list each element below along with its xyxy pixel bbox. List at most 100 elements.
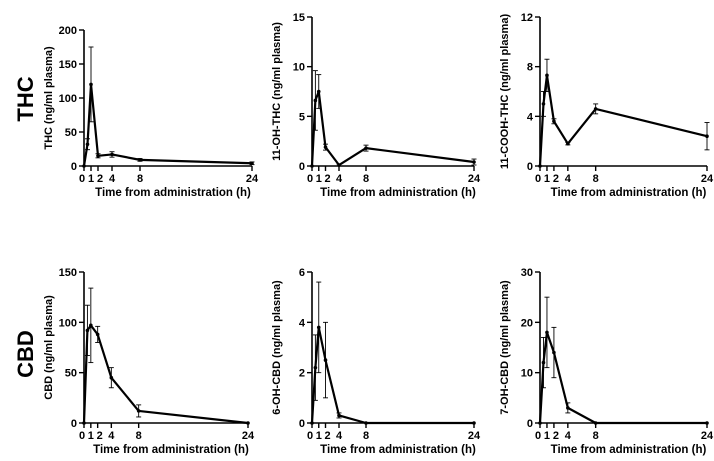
x-tick-label: 0 (307, 173, 313, 185)
data-point (85, 328, 90, 333)
y-tick-label: 4 (299, 317, 306, 329)
data-point (323, 145, 328, 149)
data-point (337, 413, 341, 418)
y-tick-label: 6 (299, 267, 305, 279)
data-point (364, 146, 368, 150)
data-point (538, 421, 542, 425)
data-point (96, 154, 100, 158)
x-tick-label: 1 (316, 430, 322, 442)
data-point (82, 421, 86, 425)
x-axis-label: Time from administration (h) (93, 444, 249, 456)
y-tick-label: 4 (527, 111, 534, 123)
data-point (593, 107, 598, 111)
x-tick-label: 2 (97, 173, 103, 185)
data-point (138, 158, 142, 162)
y-tick-label: 0 (71, 418, 77, 430)
y-tick-label: 50 (65, 368, 77, 380)
data-point (110, 152, 114, 157)
x-tick-label: 24 (468, 173, 481, 185)
x-axis-label: Time from administration (h) (320, 187, 476, 199)
x-tick-label: 0 (79, 430, 85, 442)
y-axis-label: THC (ng/ml plasma) (43, 46, 55, 150)
x-axis-label: Time from administration (h) (551, 444, 707, 456)
y-tick-label: 200 (59, 25, 77, 37)
x-tick-label: 24 (701, 430, 714, 442)
data-point (566, 141, 570, 146)
y-tick-label: 20 (521, 317, 533, 329)
data-point (313, 98, 318, 103)
x-tick-label: 0 (307, 430, 313, 442)
y-tick-label: 2 (299, 368, 305, 380)
data-point (246, 421, 250, 425)
x-tick-label: 1 (88, 173, 94, 185)
y-tick-label: 10 (521, 368, 533, 380)
data-point (552, 119, 556, 124)
data-point (472, 160, 476, 164)
row-label-cbd: CBD (13, 330, 38, 378)
data-point (566, 406, 570, 410)
y-axis-label: 7-OH-CBD (ng/ml plasma) (499, 280, 511, 415)
x-tick-label: 2 (97, 430, 103, 442)
x-tick-label: 8 (363, 173, 369, 185)
row-label-thc: THC (13, 76, 38, 122)
data-point (323, 358, 328, 362)
x-tick-label: 8 (137, 173, 143, 185)
x-tick-label: 1 (316, 173, 322, 185)
data-point (310, 421, 314, 425)
x-tick-label: 4 (336, 173, 343, 185)
y-tick-label: 30 (521, 267, 533, 279)
x-tick-label: 2 (553, 173, 559, 185)
x-axis-label: Time from administration (h) (320, 444, 476, 456)
series-line-THC (82, 83, 253, 167)
data-point (316, 325, 321, 330)
x-tick-label: 4 (565, 430, 572, 442)
x-tick-label: 1 (544, 430, 550, 442)
x-tick-label: 2 (553, 430, 559, 442)
y-tick-label: 0 (71, 161, 77, 173)
x-tick-label: 8 (593, 430, 599, 442)
series-line-CBD (82, 324, 249, 425)
data-point (250, 161, 254, 166)
series-line-7-OH-CBD (538, 331, 707, 425)
y-tick-label: 100 (59, 93, 77, 105)
x-tick-label: 2 (324, 430, 330, 442)
data-point (545, 330, 549, 335)
x-tick-label: 4 (109, 173, 116, 185)
x-tick-label: 8 (363, 430, 369, 442)
y-axis-label: 11-COOH-THC (ng/ml plasma) (499, 14, 511, 170)
x-tick-label: 0 (535, 430, 541, 442)
data-point (337, 163, 341, 167)
data-point (552, 350, 556, 355)
y-tick-label: 0 (299, 418, 305, 430)
data-point (705, 421, 709, 425)
x-tick-label: 8 (136, 430, 142, 442)
y-axis-label: CBD (ng/ml plasma) (43, 295, 55, 400)
data-point (313, 365, 318, 370)
x-tick-label: 1 (88, 430, 94, 442)
y-tick-label: 15 (293, 12, 305, 24)
x-tick-label: 4 (565, 173, 572, 185)
data-point (541, 360, 546, 365)
y-tick-label: 12 (521, 12, 533, 24)
x-tick-label: 24 (701, 173, 714, 185)
data-point (472, 421, 476, 425)
series-line-6-OH-CBD (310, 326, 474, 425)
y-axis-label: 11-OH-THC (ng/ml plasma) (271, 22, 283, 161)
data-point (109, 375, 114, 380)
data-point (95, 332, 100, 337)
x-tick-label: 24 (246, 173, 259, 185)
y-tick-label: 0 (527, 161, 533, 173)
data-point (705, 134, 709, 138)
x-tick-label: 0 (79, 173, 85, 185)
x-tick-label: 2 (324, 173, 330, 185)
series-line-11-OH-THC (310, 90, 475, 167)
x-tick-label: 0 (535, 173, 541, 185)
y-tick-label: 0 (299, 161, 305, 173)
data-point (538, 164, 542, 168)
